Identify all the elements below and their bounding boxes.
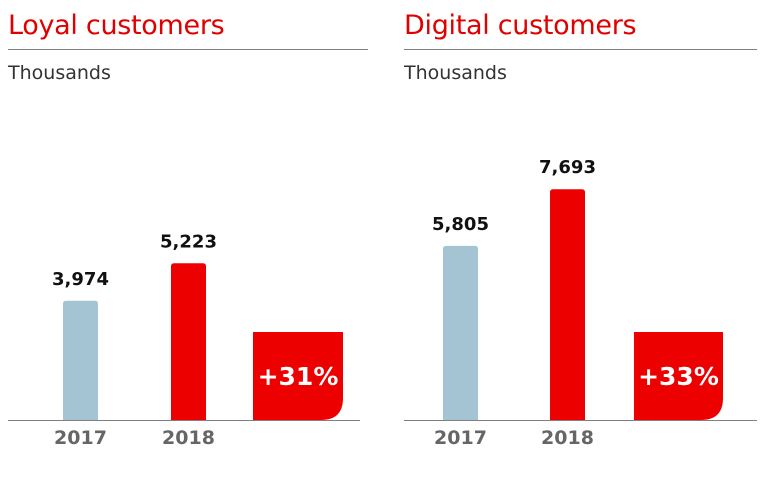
- growth-badge-label: +31%: [258, 362, 339, 391]
- data-label-2017: 3,974: [52, 269, 109, 290]
- chart-title: Digital customers: [404, 10, 637, 41]
- bar-2017: [63, 300, 98, 420]
- bar-2018: [550, 189, 585, 420]
- data-label-2017: 5,805: [432, 214, 489, 235]
- x-tick-label-2018: 2018: [541, 427, 594, 449]
- chart-panel-loyal-customers: Loyal customers Thousands 3,974 2017 5,223…: [8, 0, 368, 488]
- bar-2018: [171, 263, 206, 420]
- x-tick-label-2018: 2018: [162, 427, 215, 449]
- title-divider: [8, 49, 368, 50]
- bar-chart-loyal-customers: 3,974 2017 5,223 2018 +31%: [8, 231, 360, 449]
- bar-2017: [443, 245, 478, 420]
- x-tick-label-2017: 2017: [434, 427, 487, 449]
- x-tick-label-2017: 2017: [54, 427, 107, 449]
- chart-subtitle: Thousands: [8, 62, 111, 84]
- data-label-2018: 7,693: [539, 157, 596, 178]
- chart-subtitle: Thousands: [404, 62, 507, 84]
- bar-chart-digital-customers: 5,805 2017 7,693 2018 +33%: [404, 157, 757, 449]
- title-divider: [404, 49, 757, 50]
- chart-panel-digital-customers: Digital customers Thousands 5,805 2017 7,6…: [404, 0, 757, 488]
- growth-badge: [634, 332, 723, 420]
- chart-title: Loyal customers: [8, 10, 225, 41]
- growth-badge-label: +33%: [638, 362, 719, 391]
- growth-badge: [253, 332, 343, 420]
- data-label-2018: 5,223: [160, 231, 217, 252]
